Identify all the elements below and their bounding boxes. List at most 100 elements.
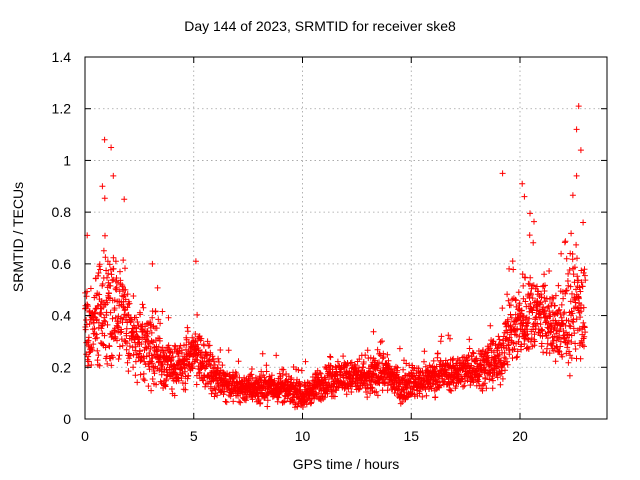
data-point xyxy=(475,348,482,354)
data-point xyxy=(509,258,516,265)
data-point xyxy=(115,356,122,362)
data-point xyxy=(200,377,207,384)
data-point xyxy=(116,352,123,359)
data-point xyxy=(507,302,514,309)
data-point xyxy=(197,353,204,359)
data-point xyxy=(541,271,548,278)
data-point xyxy=(202,383,209,390)
data-point xyxy=(539,333,546,340)
data-point xyxy=(579,283,586,290)
data-point xyxy=(556,306,563,313)
data-point xyxy=(545,303,552,310)
data-point xyxy=(499,375,506,382)
data-point xyxy=(321,394,328,401)
data-point xyxy=(154,284,161,291)
data-points xyxy=(82,103,589,411)
data-point xyxy=(549,294,556,301)
data-point xyxy=(110,172,117,179)
y-tick-label: 0.4 xyxy=(52,308,72,324)
data-point xyxy=(499,305,506,312)
data-point xyxy=(539,328,546,334)
data-point xyxy=(363,389,370,395)
data-point xyxy=(288,375,295,381)
data-point xyxy=(544,335,551,342)
data-point xyxy=(388,366,395,373)
data-point xyxy=(153,381,160,388)
data-point xyxy=(421,348,428,355)
data-point xyxy=(562,288,569,294)
data-point xyxy=(518,307,525,314)
data-point xyxy=(122,286,129,293)
data-point xyxy=(470,350,477,357)
data-point xyxy=(98,311,105,318)
data-point xyxy=(101,195,108,202)
data-point xyxy=(93,316,100,323)
data-point xyxy=(313,371,320,378)
data-point xyxy=(385,357,392,364)
data-point xyxy=(505,341,512,348)
data-point xyxy=(574,255,580,262)
data-point xyxy=(519,271,526,278)
data-point xyxy=(204,352,211,359)
data-point xyxy=(580,269,587,276)
data-point xyxy=(502,355,509,362)
data-point xyxy=(391,390,398,396)
x-tick-label: 20 xyxy=(512,428,528,444)
data-point xyxy=(581,266,588,273)
data-point xyxy=(280,366,287,373)
data-point xyxy=(560,295,567,302)
data-point xyxy=(94,334,100,341)
data-point xyxy=(107,309,114,316)
data-point xyxy=(526,315,533,322)
data-point xyxy=(84,339,91,346)
data-point xyxy=(566,267,573,273)
data-point xyxy=(168,386,175,392)
data-point xyxy=(568,339,575,345)
data-point xyxy=(124,304,131,311)
x-tick-label: 5 xyxy=(190,428,198,444)
data-point xyxy=(223,399,230,406)
data-point xyxy=(490,349,497,356)
data-point xyxy=(572,346,579,352)
data-point xyxy=(505,297,512,304)
data-point xyxy=(569,290,575,297)
data-point xyxy=(489,385,496,392)
data-point xyxy=(530,304,537,311)
data-point xyxy=(194,357,201,364)
data-point xyxy=(395,373,402,380)
data-point xyxy=(165,314,172,321)
data-point xyxy=(380,354,387,360)
data-point xyxy=(555,307,562,314)
data-point xyxy=(562,290,569,297)
data-point xyxy=(511,346,518,352)
data-point xyxy=(416,390,423,397)
data-point xyxy=(115,320,122,327)
data-point xyxy=(580,219,587,226)
data-point xyxy=(504,361,511,368)
data-point xyxy=(513,354,520,361)
data-point xyxy=(131,324,138,331)
data-point xyxy=(367,354,374,361)
data-point xyxy=(210,358,217,365)
data-point xyxy=(347,360,354,367)
data-point xyxy=(217,347,224,353)
data-point xyxy=(97,309,104,316)
data-point xyxy=(130,293,137,299)
data-point xyxy=(276,388,283,395)
data-point xyxy=(97,266,104,273)
data-point xyxy=(117,315,124,322)
data-point xyxy=(516,300,523,307)
data-point xyxy=(541,288,548,294)
data-point xyxy=(130,364,137,371)
data-point xyxy=(512,297,519,304)
data-point xyxy=(235,358,242,365)
data-point xyxy=(110,254,117,261)
data-point xyxy=(175,377,182,384)
data-point xyxy=(373,388,380,395)
data-point xyxy=(127,352,134,359)
data-point xyxy=(192,331,199,337)
data-point xyxy=(524,344,531,351)
y-tick-label: 0.8 xyxy=(52,204,72,220)
data-point xyxy=(399,399,406,405)
data-point xyxy=(562,238,569,245)
